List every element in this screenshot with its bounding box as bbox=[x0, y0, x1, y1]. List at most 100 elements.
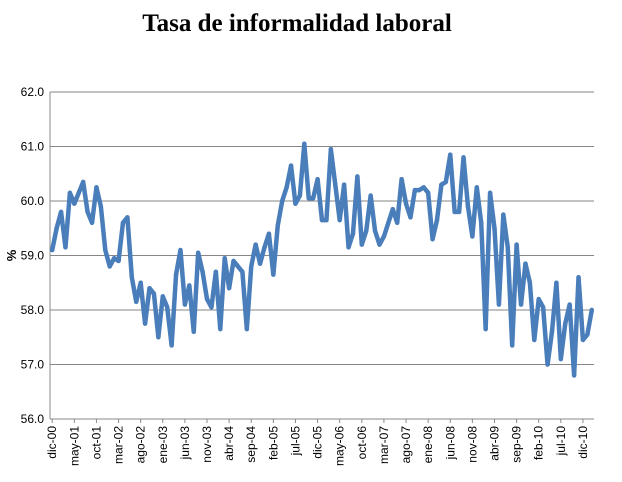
data-point bbox=[359, 242, 364, 247]
data-point bbox=[297, 193, 303, 198]
data-point bbox=[421, 185, 426, 190]
data-point bbox=[94, 185, 99, 190]
data-point bbox=[571, 373, 577, 378]
data-point bbox=[527, 280, 533, 285]
x-tick-label: sep-04 bbox=[244, 426, 258, 463]
data-point bbox=[151, 291, 157, 296]
data-point bbox=[253, 242, 258, 247]
data-point bbox=[103, 247, 108, 253]
data-point bbox=[271, 272, 276, 277]
data-point bbox=[417, 187, 422, 193]
data-point bbox=[275, 223, 280, 228]
data-point bbox=[439, 182, 444, 187]
data-point bbox=[319, 217, 325, 223]
data-point bbox=[187, 283, 192, 288]
data-point bbox=[63, 245, 68, 250]
data-point bbox=[589, 307, 594, 313]
data-point bbox=[554, 280, 559, 285]
data-point bbox=[452, 209, 457, 215]
data-point bbox=[182, 302, 188, 307]
data-point bbox=[244, 326, 250, 332]
data-point bbox=[160, 294, 165, 299]
data-point bbox=[165, 305, 170, 310]
data-point bbox=[134, 299, 139, 305]
y-tick-label: 59.0 bbox=[21, 249, 45, 263]
data-point bbox=[302, 141, 307, 146]
data-point bbox=[461, 155, 466, 160]
x-tick-label: jun-08 bbox=[443, 426, 457, 461]
data-point bbox=[483, 326, 488, 332]
x-tick-label: ene-03 bbox=[156, 426, 170, 464]
data-point bbox=[372, 228, 378, 234]
y-tick-label: 56.0 bbox=[21, 412, 45, 426]
data-point bbox=[284, 185, 289, 190]
data-point bbox=[72, 201, 77, 206]
data-point bbox=[333, 182, 338, 187]
data-point bbox=[532, 337, 537, 343]
data-point bbox=[293, 201, 298, 206]
data-point bbox=[430, 236, 435, 242]
data-point bbox=[518, 302, 524, 307]
x-tick-label: ene-08 bbox=[421, 426, 435, 464]
data-point bbox=[235, 264, 241, 269]
data-point bbox=[226, 286, 232, 291]
data-point bbox=[408, 215, 413, 220]
data-point bbox=[563, 321, 568, 326]
data-point bbox=[580, 337, 586, 343]
y-tick-label: 61.0 bbox=[21, 140, 45, 154]
x-tick-label: nov-08 bbox=[465, 426, 479, 463]
data-point bbox=[474, 185, 479, 190]
data-point bbox=[337, 217, 342, 223]
data-point bbox=[315, 177, 320, 182]
data-point bbox=[523, 261, 528, 266]
data-point bbox=[54, 226, 59, 231]
data-point bbox=[120, 220, 126, 225]
x-tick-label: jul-05 bbox=[288, 426, 302, 457]
x-tick-label: may-06 bbox=[333, 426, 347, 466]
data-point bbox=[218, 326, 223, 332]
data-point bbox=[456, 209, 462, 215]
data-point bbox=[394, 220, 400, 225]
y-tick-label: 57.0 bbox=[21, 358, 45, 372]
y-tick-label: 62.0 bbox=[21, 85, 45, 99]
y-tick-label: 58.0 bbox=[21, 303, 45, 317]
x-tick-label: dic-10 bbox=[576, 426, 590, 459]
data-point bbox=[125, 215, 130, 220]
data-point bbox=[448, 152, 453, 157]
data-point bbox=[434, 217, 440, 223]
data-point bbox=[443, 179, 449, 185]
data-point bbox=[116, 258, 121, 264]
data-point bbox=[545, 362, 550, 367]
data-point bbox=[381, 234, 387, 239]
data-point bbox=[288, 163, 294, 168]
data-point bbox=[310, 196, 316, 201]
data-point bbox=[129, 275, 135, 280]
x-tick-label: mar-02 bbox=[112, 426, 126, 464]
x-tick-label: oct-01 bbox=[89, 426, 103, 460]
data-point bbox=[341, 182, 347, 187]
data-point bbox=[257, 261, 263, 266]
data-point bbox=[147, 286, 152, 291]
x-tick-label: ago-02 bbox=[134, 426, 148, 464]
data-point bbox=[390, 206, 395, 212]
data-point bbox=[67, 190, 73, 196]
x-tick-label: abr-09 bbox=[487, 426, 501, 461]
data-point bbox=[492, 226, 497, 231]
data-point bbox=[399, 177, 404, 182]
data-point bbox=[465, 204, 471, 209]
x-tick-label: feb-05 bbox=[266, 426, 280, 460]
x-tick-label: feb-10 bbox=[532, 426, 546, 460]
data-point bbox=[138, 280, 143, 285]
data-point bbox=[204, 296, 210, 302]
data-point bbox=[200, 269, 205, 275]
data-point bbox=[403, 201, 409, 206]
x-tick-label: sep-09 bbox=[510, 426, 524, 463]
data-point bbox=[173, 272, 179, 277]
data-point bbox=[368, 193, 373, 198]
x-tick-label: mar-07 bbox=[377, 426, 391, 464]
data-point bbox=[576, 275, 581, 280]
data-point bbox=[425, 190, 431, 196]
data-point bbox=[169, 343, 174, 348]
data-point bbox=[514, 242, 519, 247]
